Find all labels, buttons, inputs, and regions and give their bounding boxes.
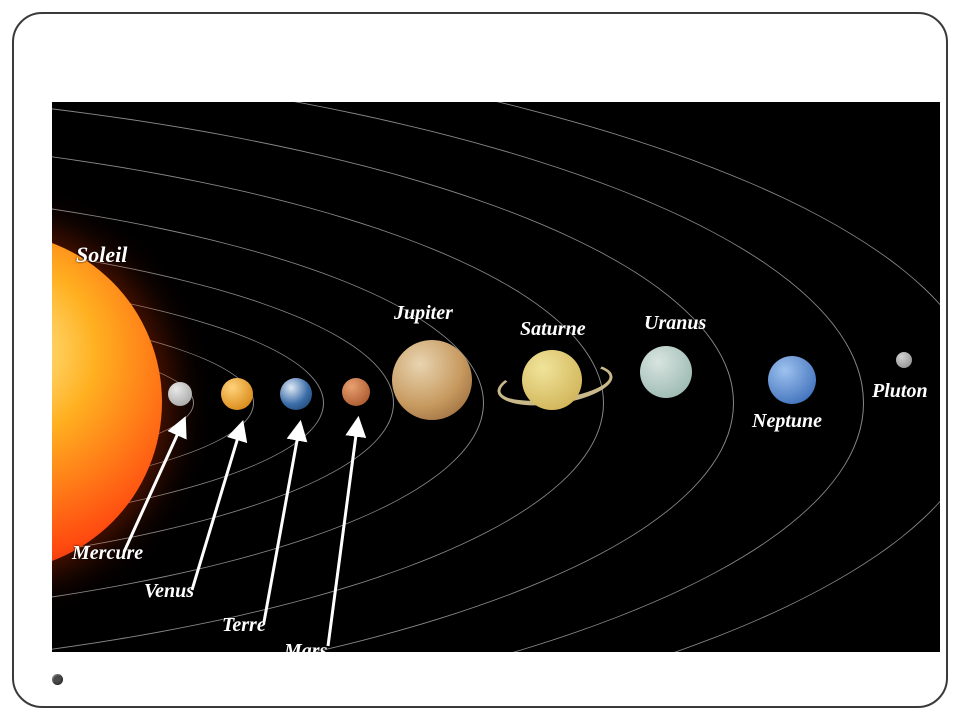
planet-saturne — [522, 350, 582, 410]
planet-pluton — [896, 352, 912, 368]
solar-system-diagram: Soleil MercureVenus Terre Mars Jupiter Saturn… — [52, 102, 940, 652]
label-saturne: Saturne — [520, 318, 586, 341]
bullet-icon — [52, 674, 63, 685]
label-uranus: Uranus — [644, 312, 706, 335]
label-mercure: Mercure — [72, 542, 143, 565]
planet-jupiter — [392, 340, 472, 420]
planet-uranus — [640, 346, 692, 398]
planet-mars — [342, 378, 370, 406]
planet-terre — [280, 378, 312, 410]
label-terre: Terre — [222, 614, 266, 637]
label-jupiter: Jupiter — [394, 302, 453, 325]
label-mars: Mars — [284, 640, 327, 652]
label-soleil: Soleil — [76, 242, 127, 268]
label-pluton: Pluton — [872, 380, 928, 403]
label-neptune: Neptune — [752, 410, 822, 433]
label-venus: Venus — [144, 580, 194, 603]
slide-card: Soleil MercureVenus Terre Mars Jupiter Saturn… — [12, 12, 948, 708]
planet-neptune — [768, 356, 816, 404]
planet-venus — [221, 378, 253, 410]
planet-mercure — [168, 382, 192, 406]
